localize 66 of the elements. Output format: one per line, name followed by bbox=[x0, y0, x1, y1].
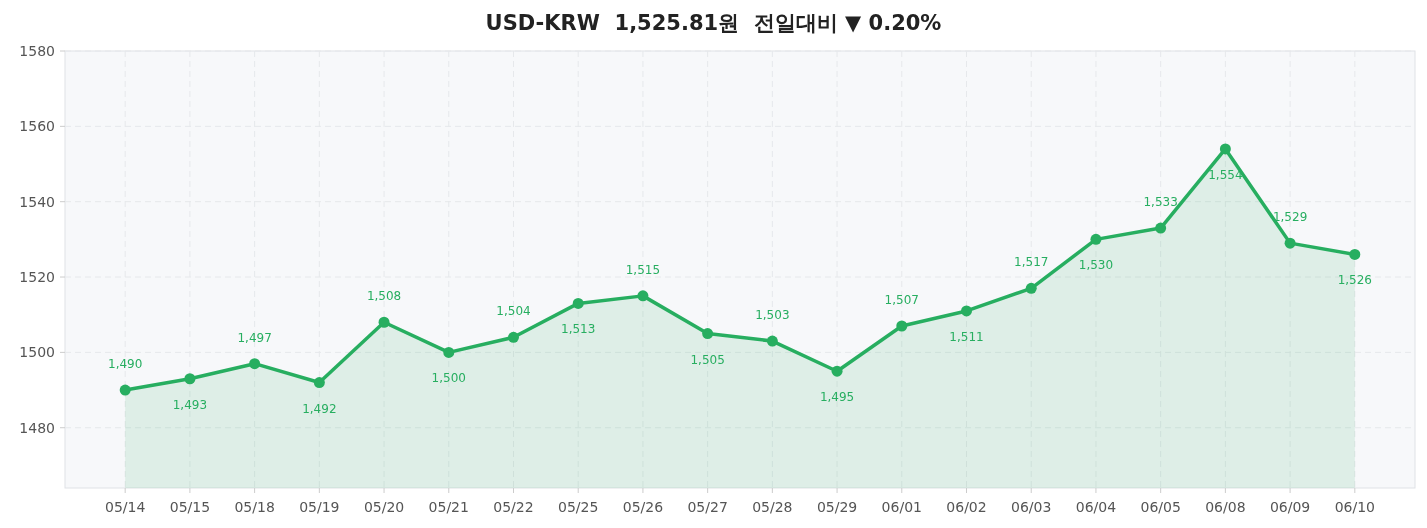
x-tick-label: 05/19 bbox=[299, 499, 340, 515]
y-tick-label: 1480 bbox=[19, 419, 55, 436]
data-label: 1,497 bbox=[237, 330, 272, 345]
point bbox=[572, 297, 584, 309]
data-label: 1,504 bbox=[496, 304, 531, 319]
x-tick-label: 06/01 bbox=[881, 499, 922, 515]
x-tick-label: 05/15 bbox=[169, 499, 211, 515]
data-label: 1,513 bbox=[561, 322, 596, 337]
data-label: 1,530 bbox=[1078, 258, 1114, 273]
x-tick-label: 05/27 bbox=[687, 499, 728, 515]
y-tick-label: 1560 bbox=[19, 118, 55, 135]
data-label: 1,495 bbox=[819, 390, 855, 405]
point bbox=[119, 384, 131, 396]
point bbox=[766, 335, 778, 347]
data-label: 1,529 bbox=[1272, 210, 1308, 225]
data-label: 1,526 bbox=[1337, 273, 1372, 288]
point bbox=[249, 358, 261, 370]
x-tick-label: 05/26 bbox=[622, 499, 664, 515]
point bbox=[1155, 222, 1167, 234]
x-tick-label: 05/14 bbox=[105, 499, 146, 515]
point bbox=[637, 290, 649, 302]
y-tick-label: 1520 bbox=[19, 269, 55, 286]
data-label: 1,500 bbox=[431, 371, 466, 386]
y-tick-label: 1540 bbox=[19, 193, 55, 210]
point bbox=[1090, 233, 1102, 245]
point bbox=[1219, 143, 1231, 155]
x-tick-label: 06/09 bbox=[1269, 499, 1311, 515]
x-tick-label: 06/08 bbox=[1205, 499, 1246, 515]
point bbox=[184, 373, 196, 385]
x-tick-label: 05/18 bbox=[234, 499, 275, 515]
x-tick-label: 05/21 bbox=[428, 499, 469, 515]
x-tick-label: 06/02 bbox=[946, 499, 987, 515]
x-tick-label: 06/10 bbox=[1334, 499, 1375, 515]
data-label: 1,533 bbox=[1143, 195, 1178, 210]
point bbox=[896, 320, 908, 332]
point bbox=[831, 365, 843, 377]
point bbox=[961, 305, 973, 317]
data-label: 1,511 bbox=[949, 329, 984, 344]
data-label: 1,490 bbox=[108, 357, 143, 372]
y-tick-label: 1580 bbox=[19, 43, 55, 59]
chart-title: USD-KRW 1,525.81원 전일대비 ▼ 0.20% bbox=[485, 11, 942, 35]
y-tick-label: 1500 bbox=[19, 344, 55, 361]
point bbox=[507, 331, 519, 343]
point bbox=[313, 377, 325, 389]
x-tick-label: 05/22 bbox=[493, 499, 534, 515]
x-tick-label: 05/25 bbox=[558, 499, 599, 515]
data-label: 1,508 bbox=[366, 289, 402, 304]
point bbox=[702, 328, 714, 340]
x-tick-label: 05/29 bbox=[816, 499, 858, 515]
point bbox=[1349, 248, 1361, 260]
x-tick-label: 06/04 bbox=[1075, 499, 1117, 515]
data-label: 1,517 bbox=[1014, 255, 1049, 270]
x-tick-label: 05/28 bbox=[752, 499, 793, 515]
x-tick-label: 06/03 bbox=[1011, 499, 1052, 515]
x-tick-label: 06/05 bbox=[1140, 499, 1181, 515]
data-label: 1,493 bbox=[172, 397, 208, 412]
data-label: 1,492 bbox=[302, 401, 337, 416]
data-label: 1,515 bbox=[625, 262, 661, 277]
point bbox=[378, 316, 390, 328]
data-label: 1,503 bbox=[755, 308, 790, 323]
point bbox=[1284, 237, 1296, 249]
x-tick-label: 05/20 bbox=[363, 499, 405, 515]
point bbox=[1025, 282, 1037, 294]
data-label: 1,505 bbox=[690, 352, 725, 367]
data-label: 1,507 bbox=[884, 293, 919, 308]
point bbox=[443, 346, 455, 358]
